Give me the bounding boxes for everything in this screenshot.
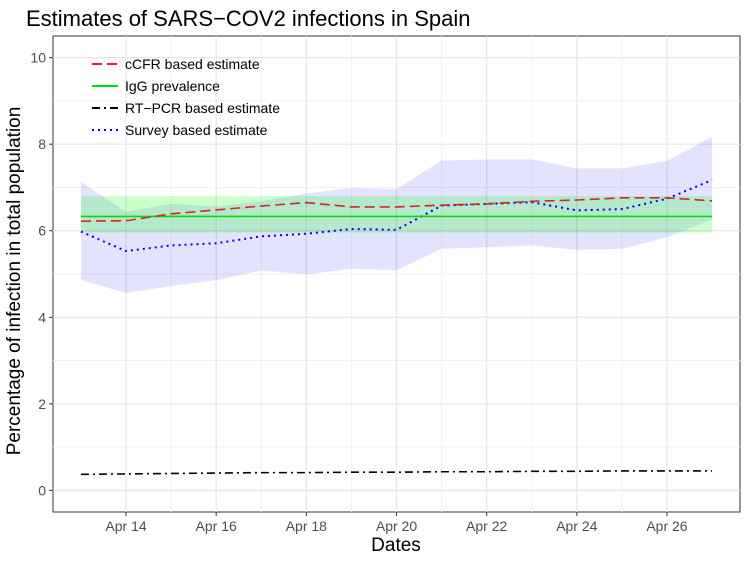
y-tick-label: 2 bbox=[38, 396, 46, 412]
x-tick-label: Apr 18 bbox=[286, 518, 327, 534]
line-ccfr-based-estimate bbox=[80, 197, 713, 223]
y-axis-ticks: 0 2 4 6 8 10 bbox=[30, 50, 53, 498]
legend-item: IgG prevalence bbox=[92, 78, 220, 94]
plot-panel bbox=[52, 35, 741, 513]
chart-legend: cCFR based estimate IgG prevalence RT−PCR … bbox=[92, 56, 280, 138]
legend-item: RT−PCR based estimate bbox=[92, 100, 280, 116]
line-survey-based-estimate bbox=[80, 179, 713, 253]
series-lines bbox=[80, 179, 713, 476]
confidence-ribbons bbox=[80, 136, 713, 294]
chart-title: Estimates of SARS−COV2 infections in Spa… bbox=[26, 6, 471, 31]
y-tick-label: 8 bbox=[38, 136, 46, 152]
grid-major bbox=[53, 36, 740, 512]
x-tick-label: Apr 22 bbox=[466, 518, 507, 534]
y-tick-label: 4 bbox=[38, 309, 46, 325]
x-tick-label: Apr 20 bbox=[376, 518, 417, 534]
x-tick-label: Apr 24 bbox=[556, 518, 597, 534]
legend-item: cCFR based estimate bbox=[92, 56, 260, 72]
ribbon-survey-based-estimate bbox=[80, 136, 713, 294]
x-axis-title: Dates bbox=[371, 535, 421, 556]
y-axis-title: Percentage of infection in total populat… bbox=[4, 107, 25, 456]
grid-minor bbox=[53, 36, 740, 512]
legend-item: Survey based estimate bbox=[92, 122, 268, 138]
x-tick-label: Apr 26 bbox=[646, 518, 687, 534]
y-tick-label: 0 bbox=[38, 482, 46, 498]
x-tick-label: Apr 16 bbox=[196, 518, 237, 534]
line-rt-pcr-based-estimate bbox=[80, 470, 713, 476]
legend-label: cCFR based estimate bbox=[125, 56, 260, 72]
x-axis-ticks: Apr 14 Apr 16 Apr 18 Apr 20 Apr 22 Apr 24 Apr … bbox=[105, 512, 688, 534]
ribbon-igg-prevalence bbox=[80, 196, 713, 233]
legend-label: RT−PCR based estimate bbox=[125, 100, 280, 116]
legend-label: Survey based estimate bbox=[125, 122, 268, 138]
x-tick-label: Apr 14 bbox=[105, 518, 146, 534]
legend-label: IgG prevalence bbox=[125, 78, 220, 94]
y-tick-label: 6 bbox=[38, 223, 46, 239]
y-tick-label: 10 bbox=[30, 50, 46, 66]
